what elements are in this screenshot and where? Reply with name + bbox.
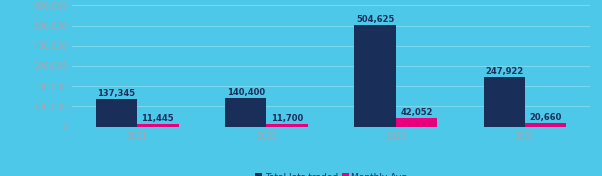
Text: 42,052: 42,052 [400, 108, 433, 117]
Text: 20,660: 20,660 [530, 112, 562, 121]
Bar [525, 122, 566, 127]
Text: 137,345: 137,345 [98, 89, 135, 98]
Bar [137, 124, 179, 127]
Bar [355, 25, 396, 127]
Text: 11,700: 11,700 [271, 114, 303, 123]
Bar [267, 124, 308, 127]
Legend: Total lots traded, Monthly Avg: Total lots traded, Monthly Avg [251, 169, 411, 176]
Text: 140,400: 140,400 [227, 88, 265, 97]
Text: 504,625: 504,625 [356, 15, 394, 24]
Bar [483, 77, 525, 127]
Text: 11,445: 11,445 [141, 114, 174, 123]
Bar [396, 118, 437, 127]
Bar [225, 98, 267, 127]
Text: 247,922: 247,922 [485, 67, 524, 76]
Bar [96, 99, 137, 127]
